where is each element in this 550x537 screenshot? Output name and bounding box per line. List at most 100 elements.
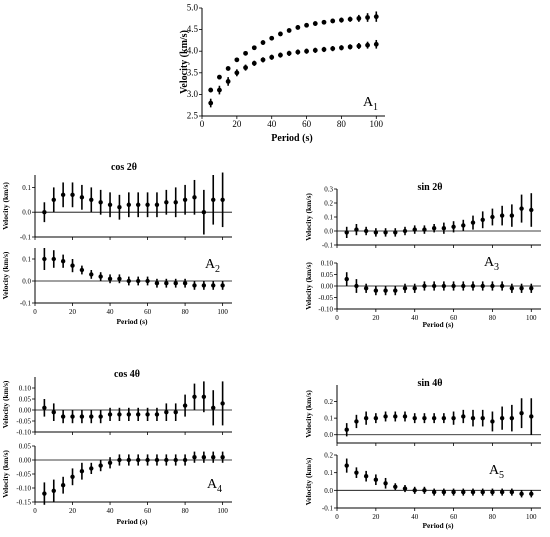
data-point [363, 228, 369, 234]
data-point [107, 202, 113, 207]
data-point [154, 457, 160, 463]
data-point [470, 489, 476, 495]
y-tick-label: 0.2 [324, 398, 333, 406]
data-point [499, 489, 505, 495]
x-tick-label: 0 [33, 308, 37, 316]
data-point [402, 286, 408, 291]
y-tick-label: -0.15 [16, 499, 31, 507]
data-point [441, 226, 447, 231]
data-point [373, 415, 379, 421]
data-point [220, 455, 225, 460]
data-point [312, 47, 318, 53]
data-point [225, 66, 231, 71]
data-point [422, 415, 427, 421]
data-point [529, 491, 534, 497]
data-point [107, 412, 113, 417]
data-point [344, 230, 349, 235]
y-tick-label: 0.05 [19, 443, 32, 451]
data-point [135, 202, 141, 207]
data-point [135, 278, 141, 284]
data-point [354, 227, 359, 232]
data-point [89, 197, 94, 202]
data-point [225, 79, 231, 84]
data-point [312, 21, 318, 26]
y-tick-label: -0.05 [16, 471, 31, 479]
data-point [402, 486, 408, 491]
data-point [145, 412, 150, 417]
data-point [60, 259, 66, 264]
data-point [499, 283, 505, 289]
y-tick-label: 0.1 [324, 469, 333, 477]
data-point [461, 489, 466, 495]
chart-a4: -0.10 -0.05 0.00 0.05 0.10 -0.15 -0.10 -0.05 0.0… [1, 369, 232, 526]
data-point [363, 474, 369, 479]
y-tick-label: -0.10 [16, 429, 31, 437]
y-tick-label: 0.00 [19, 457, 32, 465]
y-tick-label: 3.5 [187, 67, 199, 77]
data-point [126, 412, 132, 417]
y-tick-label: 0.3 [324, 186, 333, 194]
data-point [51, 488, 56, 493]
x-tick-label: 0 [200, 119, 205, 129]
data-point [286, 50, 292, 56]
y-tick-label: 2.5 [187, 111, 199, 121]
x-tick-label: 40 [107, 507, 115, 515]
data-point [422, 283, 427, 289]
data-point [51, 410, 56, 415]
data-point [490, 489, 495, 495]
data-point [70, 263, 75, 268]
x-tick-label: 60 [450, 314, 458, 322]
data-point [321, 47, 327, 52]
data-point [126, 457, 132, 463]
y-axis-label: Velocity (km/s) [304, 457, 313, 505]
data-point [480, 415, 485, 421]
data-point [164, 281, 169, 286]
data-point [211, 455, 216, 460]
data-point [356, 15, 362, 21]
data-point [42, 405, 47, 410]
data-point [519, 491, 524, 497]
data-point [243, 65, 248, 71]
y-tick-label: 0.0 [22, 278, 31, 286]
y-tick-label: 0.1 [324, 214, 333, 222]
data-point [79, 469, 85, 474]
data-point [451, 415, 456, 421]
data-point [79, 267, 85, 273]
data-point [173, 200, 178, 205]
y-tick-label: -0.05 [318, 294, 333, 302]
chart-a3: -0.1 0.0 0.1 0.2 0.3 -0.10 -0.05 0.00 0.05 0.10 0 2… [304, 182, 541, 329]
y-axis-label: Velocity (km/s) [304, 390, 313, 438]
data-point [117, 412, 122, 417]
data-point [208, 100, 214, 106]
data-point [79, 195, 85, 200]
y-tick-label: 4.0 [187, 46, 199, 56]
data-point [201, 394, 207, 399]
data-point [431, 283, 437, 289]
x-tick-label: 100 [370, 119, 384, 129]
data-point [344, 463, 349, 468]
data-point [173, 410, 178, 415]
x-axis-label: Period (s) [116, 517, 148, 526]
data-point [217, 74, 222, 80]
data-point [269, 54, 275, 60]
data-point [354, 470, 359, 475]
data-point [383, 230, 388, 235]
data-point [480, 489, 485, 495]
x-tick-label: 40 [267, 119, 277, 129]
panel-label-letter: A [207, 477, 218, 492]
data-point [347, 44, 353, 50]
data-point [490, 283, 495, 289]
data-point [51, 256, 56, 262]
data-point [431, 226, 437, 231]
data-point [461, 223, 466, 228]
data-point [42, 210, 47, 215]
data-point [98, 200, 103, 205]
panel-label-subscript: 2 [215, 264, 220, 275]
y-axis-label: Velocity (km/s) [1, 450, 10, 498]
x-tick-label: 40 [411, 513, 419, 521]
x-tick-label: 20 [69, 308, 77, 316]
x-tick-label: 100 [526, 513, 537, 521]
y-tick-label: -0.1 [20, 234, 32, 242]
data-point [269, 35, 275, 41]
data-point [354, 283, 359, 289]
